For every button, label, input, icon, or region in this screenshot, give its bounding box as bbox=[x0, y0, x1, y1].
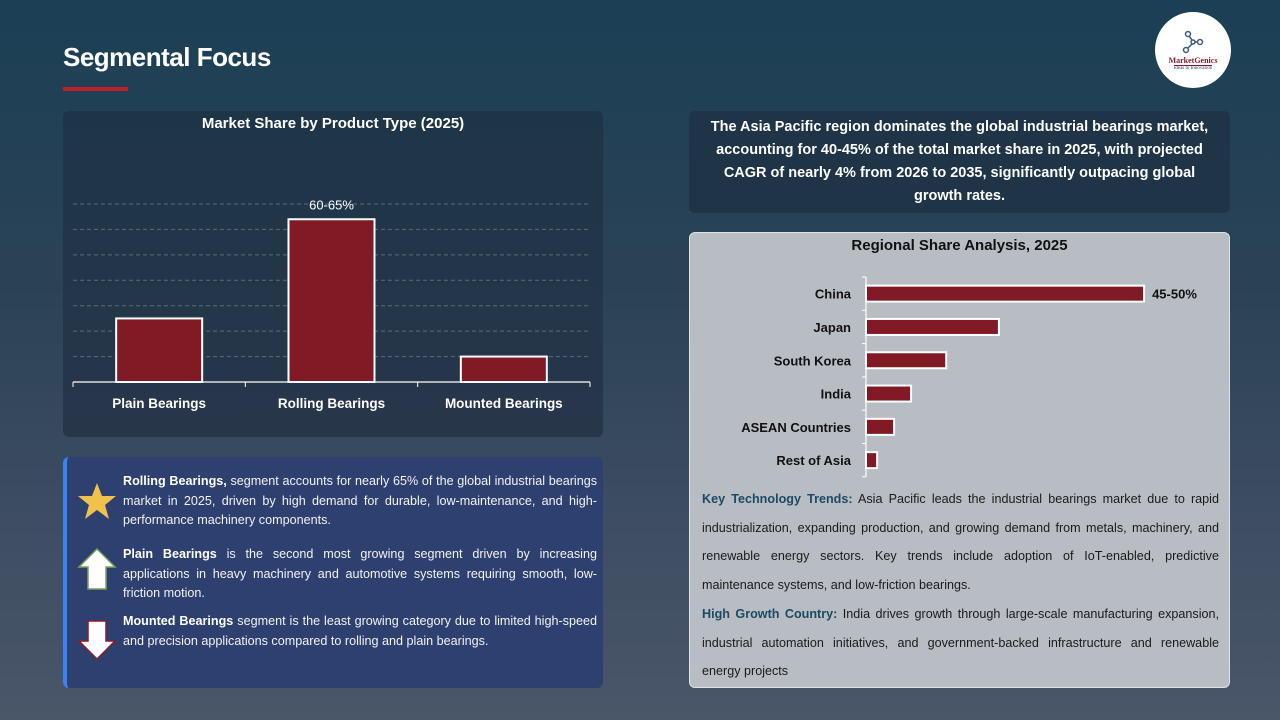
bar-rolling-bearings bbox=[287, 218, 376, 383]
bar-japan bbox=[865, 317, 1000, 336]
segment-insights-panel: Rolling Bearings, segment accounts for n… bbox=[63, 457, 603, 688]
y-tick-label: China bbox=[815, 287, 852, 302]
logo-brand: MarketGenics bbox=[1168, 55, 1218, 65]
title-underline bbox=[63, 87, 128, 91]
key-trends-label: Key Technology Trends: bbox=[702, 492, 853, 506]
arrow-down-icon bbox=[77, 620, 117, 661]
regional-share-chart: China 45-50% Japan South Korea India ASEAN Co… bbox=[741, 276, 1197, 478]
star-icon bbox=[78, 483, 116, 519]
trends-text: Key Technology Trends: Asia Pacific lead… bbox=[702, 485, 1219, 686]
bullet-text: segment accounts for nearly 65% of the g… bbox=[123, 474, 598, 527]
page-title: Segmental Focus bbox=[63, 42, 271, 72]
x-tick-label: Mounted Bearings bbox=[445, 396, 563, 411]
bullet-bold: Mounted Bearings bbox=[123, 614, 234, 628]
y-tick-label: Rest of Asia bbox=[776, 453, 851, 468]
bullet-bold: Rolling Bearings, bbox=[123, 474, 227, 488]
y-tick-label: South Korea bbox=[774, 353, 852, 368]
logo-tagline: Ideas to Innovation bbox=[1173, 64, 1213, 71]
bar-mounted-bearings bbox=[459, 355, 548, 383]
x-tick-label: Plain Bearings bbox=[112, 396, 206, 411]
y-tick-label: India bbox=[821, 387, 852, 402]
arrow-up-icon bbox=[77, 547, 117, 590]
bar-south-korea bbox=[865, 351, 948, 370]
regional-share-panel: Regional Share Analysis, 2025 China 45-50… bbox=[689, 232, 1230, 688]
product-type-chart-panel: Market Share by Product Type (2025) Plai… bbox=[63, 111, 603, 437]
chart-title: Market Share by Product Type (2025) bbox=[201, 115, 465, 132]
growth-country-text: India drives growth through large-scale … bbox=[702, 606, 1220, 679]
bullet-text: is the second most growing segment drive… bbox=[123, 547, 597, 600]
summary-box: The Asia Pacific region dominates the gl… bbox=[689, 111, 1230, 213]
network-icon bbox=[1182, 30, 1204, 53]
x-tick-label: Rolling Bearings bbox=[278, 396, 385, 411]
data-label: 45-50% bbox=[1152, 287, 1197, 302]
chart-title: Regional Share Analysis, 2025 bbox=[851, 237, 1068, 254]
bar-plain-bearings bbox=[115, 317, 204, 384]
summary-text: The Asia Pacific region dominates the gl… bbox=[710, 119, 1209, 204]
y-tick-label: Japan bbox=[813, 320, 851, 335]
y-tick-label: ASEAN Countries bbox=[741, 420, 851, 435]
bar-china bbox=[865, 284, 1146, 303]
bar-india bbox=[865, 384, 913, 403]
key-trends-text: Asia Pacific leads the industrial bearin… bbox=[702, 492, 1219, 593]
bar-rest-of-asia bbox=[865, 451, 879, 470]
bullet-text: segment is the least growing category du… bbox=[123, 614, 597, 648]
bullet-rolling: Rolling Bearings, segment accounts for n… bbox=[123, 472, 597, 531]
bullet-plain: Plain Bearings is the second most growin… bbox=[123, 545, 597, 604]
bullet-mounted: Mounted Bearings segment is the least gr… bbox=[123, 612, 597, 651]
bullet-bold: Plain Bearings bbox=[123, 547, 217, 561]
growth-country-label: High Growth Country: bbox=[702, 606, 838, 621]
bar-asean-countries bbox=[865, 417, 896, 436]
company-logo: MarketGenics Ideas to Innovation bbox=[1155, 12, 1231, 88]
data-label: 60-65% bbox=[309, 197, 354, 212]
product-type-chart: Plain Bearings Rolling Bearings 60-65% Moun… bbox=[72, 197, 591, 411]
